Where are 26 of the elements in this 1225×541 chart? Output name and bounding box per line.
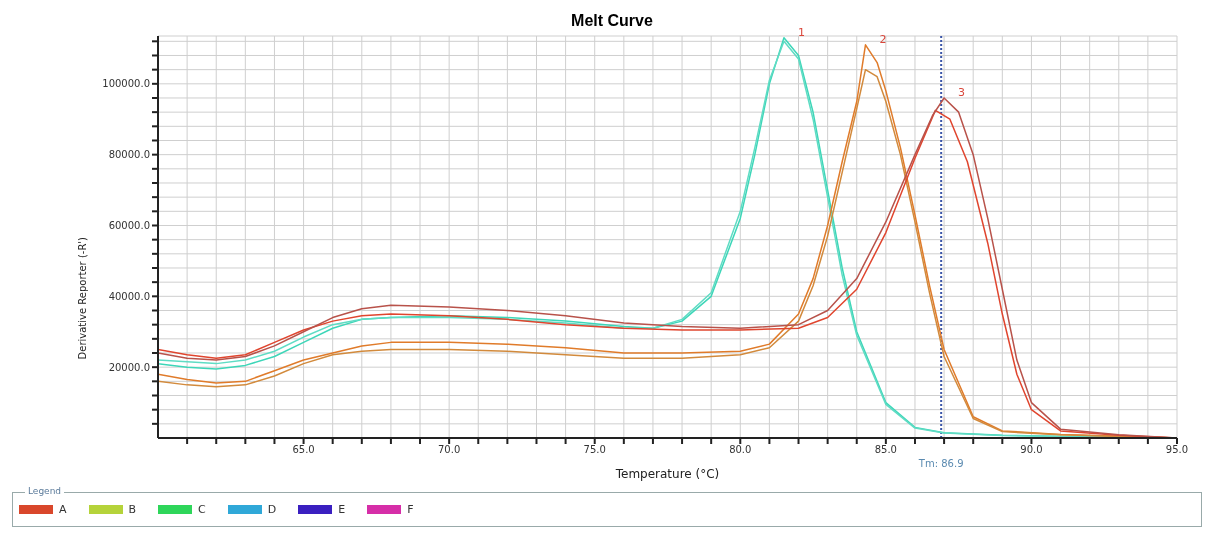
ref-line-label: Tm: 86.9 [917,458,964,469]
x-tick-label: 85.0 [874,444,897,456]
x-tick-label: 95.0 [1165,444,1189,456]
y-tick-label: 100000.0 [102,78,150,90]
annotation: 1 [797,25,805,39]
legend-label: F [406,503,414,516]
annotation: 2 [879,32,887,46]
annotation: 3 [958,85,966,99]
x-tick-label: 70.0 [438,444,461,456]
legend-label: B [127,503,137,516]
legend-label: E [337,503,346,516]
y-tick-label: 80000.0 [108,149,150,161]
y-tick-label: 60000.0 [108,220,150,232]
x-axis-title: Temperature (°C) [614,467,720,481]
x-tick-label: 80.0 [729,444,752,456]
y-axis-title: Derivative Reporter (-R') [76,236,88,360]
x-tick-label: 90.0 [1020,444,1043,456]
y-tick-label: 20000.0 [108,361,150,373]
y-tick-label: 40000.0 [108,290,150,302]
legend-label: A [58,503,67,516]
x-tick-label: 75.0 [583,444,606,456]
x-tick-label: 65.0 [292,444,315,456]
chart-title: Melt Curve [571,12,653,29]
legend-title: Legend [25,486,65,496]
legend-label: C [197,503,206,516]
legend-label: D [266,503,277,516]
